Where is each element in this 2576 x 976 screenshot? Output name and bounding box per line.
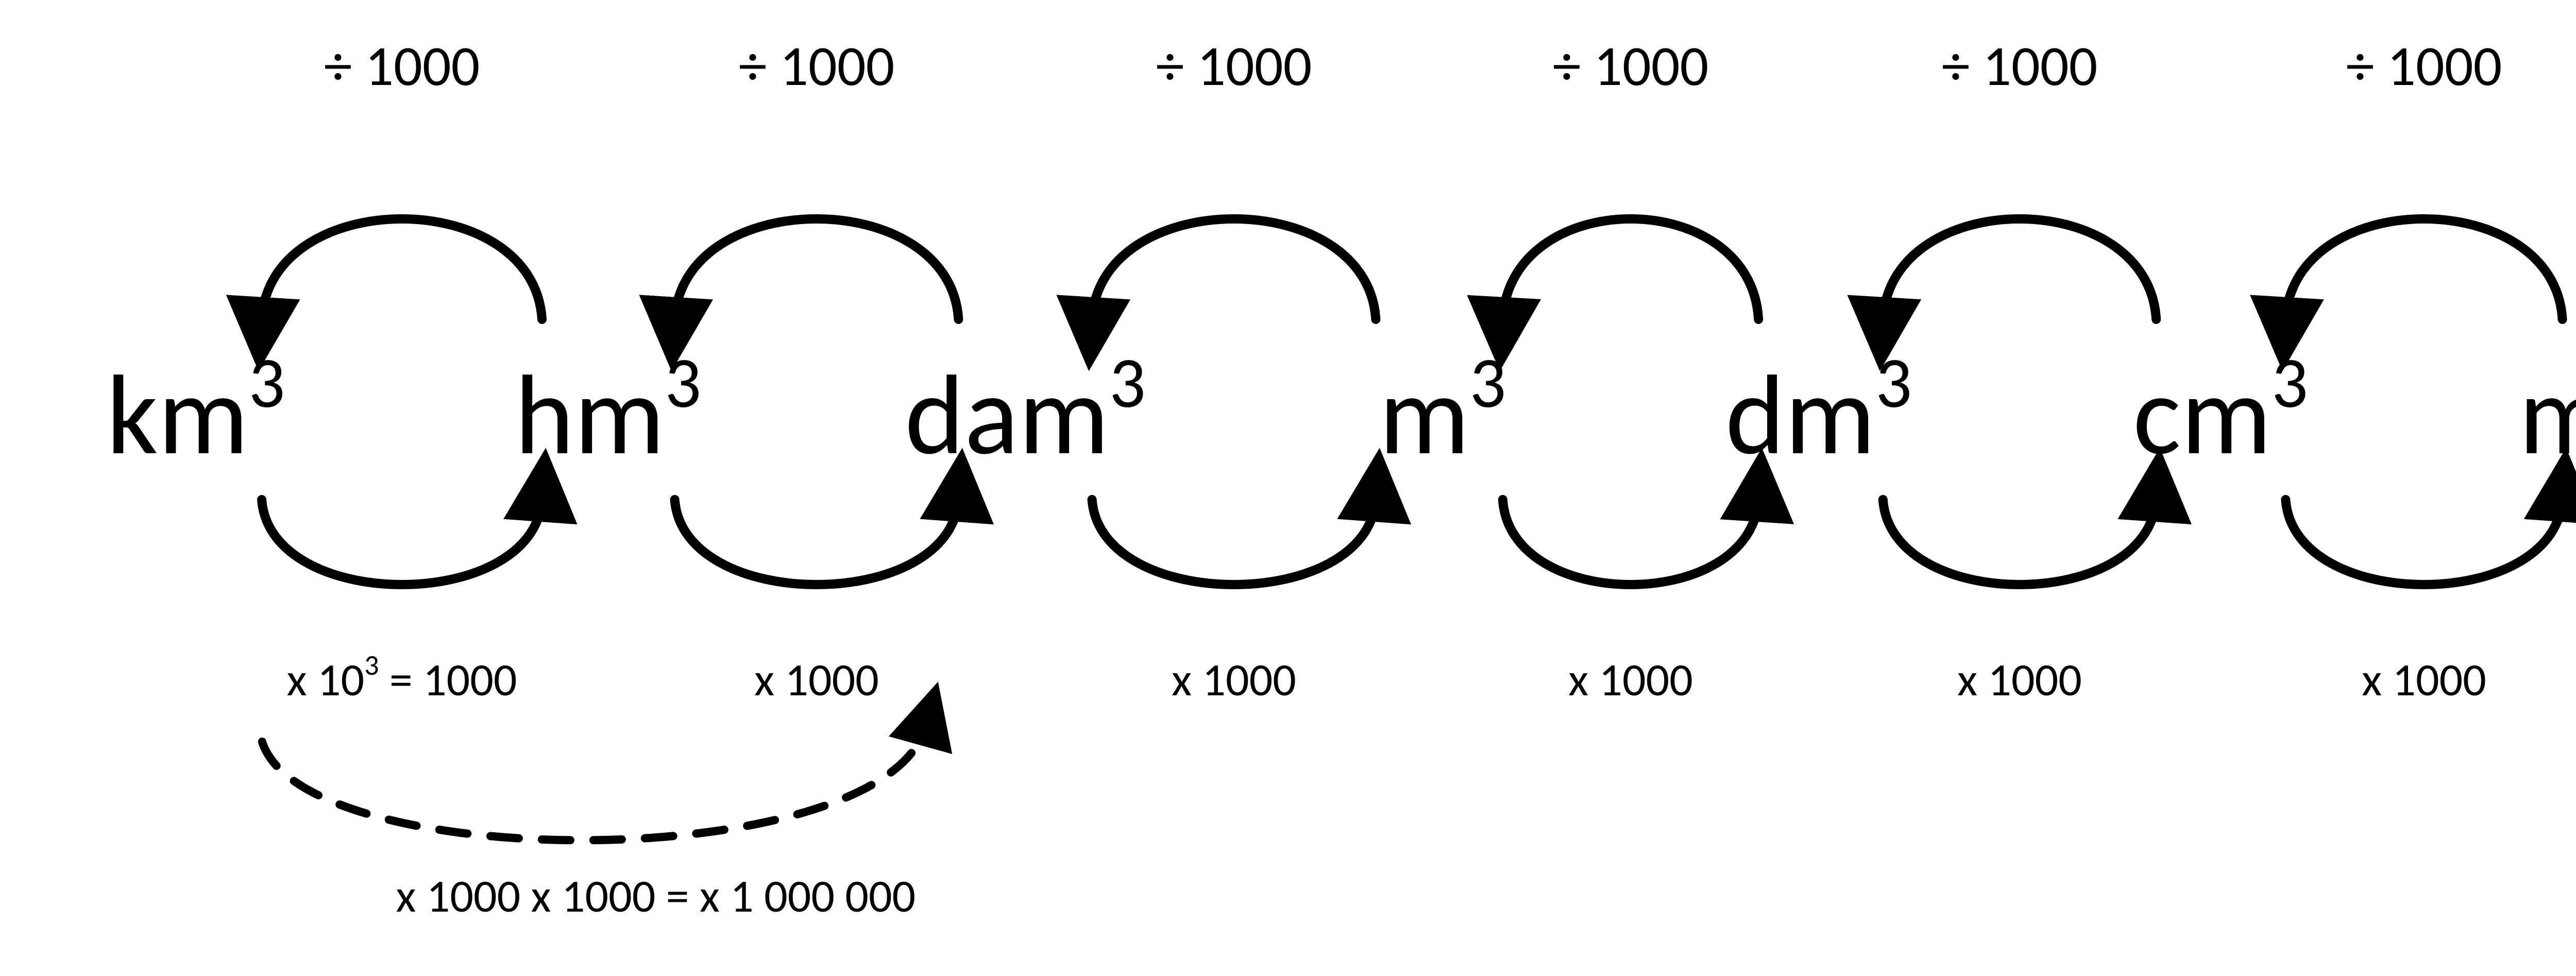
multiply-arrow-3 (1503, 500, 1758, 585)
divide-arrow-4 (1883, 219, 2156, 319)
unit-conversion-diagram: km3 hm3 dam3 m3 dm3 cm3 mm3 ÷ 1000 ÷ 1000 ÷ 1000… (0, 0, 2576, 976)
divide-arrow-5 (2285, 219, 2562, 319)
divide-arrow-3 (1503, 219, 1758, 319)
divide-label-4: ÷ 1000 (1942, 31, 2098, 100)
divide-label-0: ÷ 1000 (324, 31, 480, 100)
divide-arrow-0 (262, 219, 542, 319)
dashed-skip-arrow (262, 726, 926, 840)
multiply-label-3: x 1000 (1568, 652, 1693, 708)
divide-arrow-1 (675, 219, 959, 319)
unit-m: m3 (1379, 338, 1506, 484)
multiply-arrow-4 (1883, 500, 2156, 585)
multiply-label-0: x 103 = 1000 (287, 648, 517, 708)
divide-label-1: ÷ 1000 (739, 31, 895, 100)
divide-arrow-2 (1092, 219, 1376, 319)
unit-km: km3 (107, 338, 285, 484)
multiply-arrow-1 (675, 500, 959, 585)
multiply-label-4: x 1000 (1957, 652, 2082, 708)
multiply-arrow-5 (2285, 500, 2562, 585)
unit-dm: dm3 (1725, 338, 1912, 484)
unit-cm: cm3 (2133, 338, 2308, 484)
multiply-label-5: x 1000 (2362, 652, 2486, 708)
multiply-arrow-0 (262, 500, 542, 585)
unit-hm: hm3 (515, 338, 701, 484)
divide-label-3: ÷ 1000 (1553, 31, 1709, 100)
unit-mm: mm3 (2519, 338, 2576, 484)
multiply-label-2: x 1000 (1172, 652, 1296, 708)
divide-label-5: ÷ 1000 (2346, 31, 2502, 100)
divide-label-2: ÷ 1000 (1156, 31, 1312, 100)
multiply-label-1: x 1000 (754, 652, 879, 708)
dashed-skip-label: x 1000 x 1000 = x 1 000 000 (396, 868, 916, 924)
multiply-arrow-2 (1092, 500, 1376, 585)
unit-dam: dam3 (905, 338, 1146, 484)
